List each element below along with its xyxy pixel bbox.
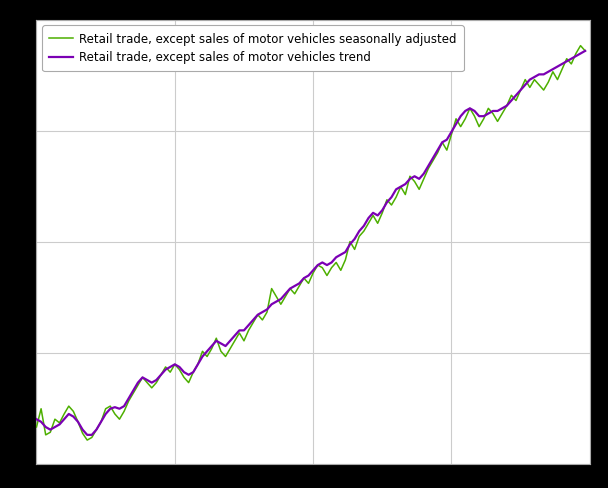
Retail trade, except sales of motor vehicles seasonally adjusted	[471, 113, 478, 119]
Retail trade, except sales of motor vehicles trend	[185, 372, 192, 378]
Retail trade, except sales of motor vehicles trend	[83, 432, 91, 438]
Retail trade, except sales of motor vehicles seasonally adjusted	[415, 186, 423, 192]
Retail trade, except sales of motor vehicles trend	[153, 377, 160, 383]
Retail trade, except sales of motor vehicles seasonally adjusted	[577, 43, 584, 49]
Retail trade, except sales of motor vehicles seasonally adjusted	[153, 380, 160, 386]
Retail trade, except sales of motor vehicles trend	[342, 249, 349, 255]
Retail trade, except sales of motor vehicles seasonally adjusted	[581, 48, 589, 54]
Legend: Retail trade, except sales of motor vehicles seasonally adjusted, Retail trade, : Retail trade, except sales of motor vehi…	[43, 25, 463, 72]
Retail trade, except sales of motor vehicles trend	[415, 176, 423, 182]
Line: Retail trade, except sales of motor vehicles seasonally adjusted: Retail trade, except sales of motor vehi…	[36, 46, 585, 440]
Retail trade, except sales of motor vehicles trend	[33, 416, 40, 422]
Retail trade, except sales of motor vehicles trend	[568, 56, 575, 61]
Retail trade, except sales of motor vehicles seasonally adjusted	[33, 424, 40, 430]
Retail trade, except sales of motor vehicles trend	[471, 108, 478, 114]
Line: Retail trade, except sales of motor vehicles trend: Retail trade, except sales of motor vehi…	[36, 51, 585, 435]
Retail trade, except sales of motor vehicles seasonally adjusted	[185, 380, 192, 386]
Retail trade, except sales of motor vehicles seasonally adjusted	[342, 257, 349, 263]
Retail trade, except sales of motor vehicles trend	[581, 48, 589, 54]
Retail trade, except sales of motor vehicles seasonally adjusted	[83, 437, 91, 443]
Retail trade, except sales of motor vehicles seasonally adjusted	[568, 61, 575, 67]
